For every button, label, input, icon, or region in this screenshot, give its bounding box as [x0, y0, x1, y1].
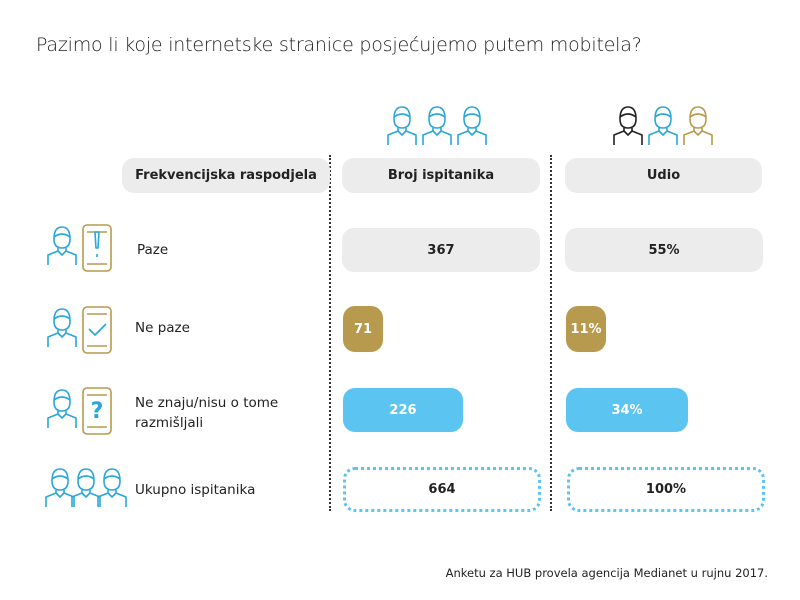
count-cell: 367 [342, 228, 540, 272]
column-header: Broj ispitanika [342, 158, 540, 193]
row-icon-3: ? [47, 387, 112, 435]
footnote: Anketu za HUB provela agencija Medianet … [445, 566, 768, 580]
divider [550, 155, 552, 511]
count-cell: 664 [343, 467, 541, 512]
row-icon-1 [47, 224, 112, 272]
share-cell: 34% [566, 388, 688, 432]
row-label: Ukupno ispitanika [135, 482, 256, 498]
header-icons-left [387, 106, 487, 146]
svg-text:?: ? [91, 399, 104, 424]
row-icon-4 [45, 468, 127, 508]
divider [329, 155, 331, 511]
row-label: Ne znaju/nisu o tome razmišljali [135, 395, 279, 431]
count-cell: 226 [343, 388, 463, 432]
title: Pazimo li koje internetske stranice posj… [36, 34, 642, 56]
count-cell: 71 [343, 306, 383, 352]
row-label: Paze [137, 242, 169, 258]
column-header: Udio [565, 158, 762, 193]
share-cell: 100% [567, 467, 765, 512]
header-icons-right [613, 106, 713, 146]
row-icon-2 [47, 306, 112, 354]
row-label: Ne paze [135, 320, 190, 336]
share-cell: 11% [566, 306, 606, 352]
column-header: Frekvencijska raspodjela [122, 158, 330, 193]
share-cell: 55% [565, 228, 763, 272]
